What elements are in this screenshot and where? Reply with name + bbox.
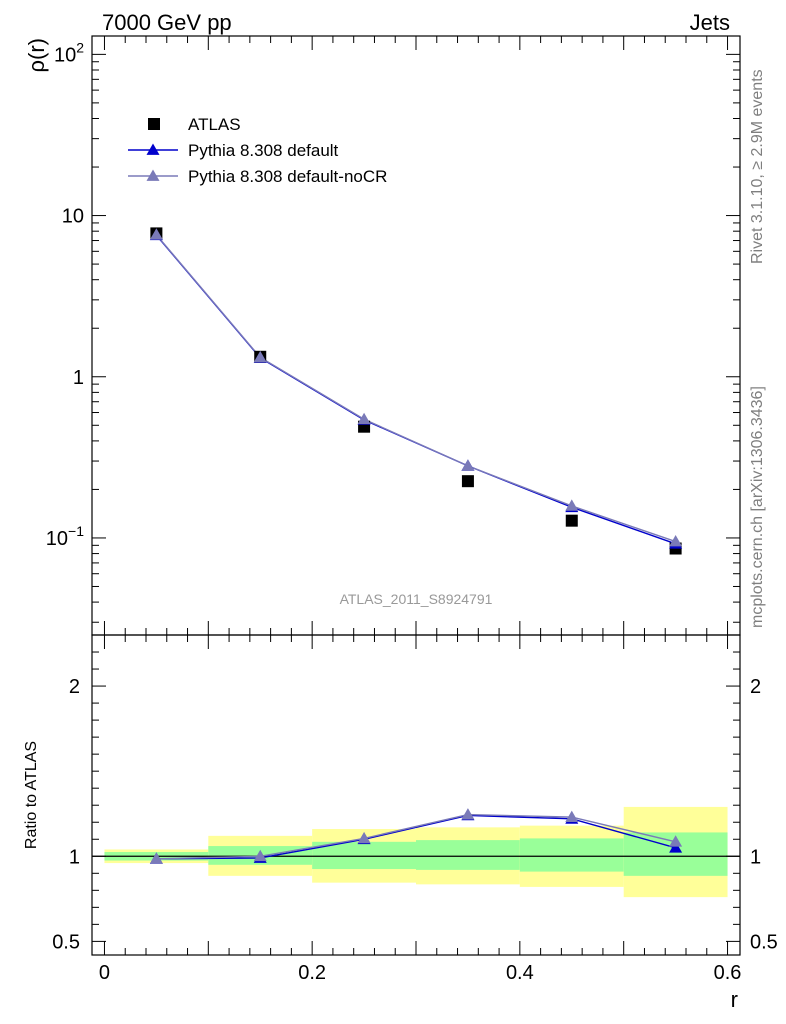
ratio-series-line-0 <box>156 814 676 860</box>
ratio-series-1-point <box>461 808 475 820</box>
ratio-series-1-point <box>149 852 163 864</box>
main-panel-series <box>149 227 683 555</box>
ratio-series-1-point <box>669 835 683 847</box>
ratio-band-inner-2 <box>312 841 416 870</box>
axes: 0 0.2 0.4 0.6 10−1 1 10 102 0.5 0.5 1 1 2 2 <box>46 35 778 984</box>
main-series-line-2 <box>155 234 676 543</box>
main-y-tick-label: 102 <box>54 39 84 66</box>
ratio-y-tick-label-left: 1 <box>69 846 80 868</box>
main-y-tick-label: 10−1 <box>46 523 84 550</box>
ratio-panel-frame <box>91 634 741 956</box>
main-series-2-point <box>357 412 371 425</box>
main-series-2-point <box>253 350 267 363</box>
main-series-line-1 <box>155 234 676 545</box>
mcplots-source-label: mcplots.cern.ch [arXiv:1306.3436] <box>749 386 766 628</box>
rivet-version-label: Rivet 3.1.10, ≥ 2.9M events <box>749 69 766 264</box>
legend-entry-label: ATLAS <box>188 115 241 134</box>
ratio-series-1-point <box>253 849 267 862</box>
process-label: Jets <box>690 10 730 35</box>
ratio-series-0-point <box>669 841 683 853</box>
main-series-2-point <box>461 459 475 471</box>
ratio-y-tick-label-left: 2 <box>69 676 80 698</box>
ratio-series-1-point <box>357 831 371 844</box>
x-tick-label: 0.4 <box>506 962 534 984</box>
x-axis-label: r <box>731 987 738 1012</box>
energy-label: 7000 GeV pp <box>102 10 232 35</box>
ratio-band-inner-4 <box>519 838 624 872</box>
ratio-panel-series <box>149 808 683 864</box>
legend-entry-label: Pythia 8.308 default-noCR <box>188 167 387 186</box>
ratio-y-tick-label-left: 0.5 <box>52 931 80 953</box>
legend-entry-label: Pythia 8.308 default <box>188 141 339 160</box>
ratio-series-line-1 <box>156 813 676 860</box>
ratio-y-axis-label: Ratio to ATLAS <box>23 741 40 849</box>
legend: ATLAS Pythia 8.308 default Pythia 8.308 de… <box>128 115 387 186</box>
x-tick-label: 0 <box>99 962 110 984</box>
main-y-tick-label: 10 <box>62 206 84 228</box>
main-series-2-point <box>669 535 683 547</box>
legend-marker-2 <box>146 169 160 181</box>
x-tick-label: 0.2 <box>298 962 326 984</box>
analysis-id-label: ATLAS_2011_S8924791 <box>340 591 493 607</box>
main-y-tick-label: 1 <box>73 367 84 389</box>
ratio-series-1-point <box>565 810 579 823</box>
main-series-2-point <box>149 228 163 240</box>
ratio-y-tick-label-right: 1 <box>750 846 761 868</box>
x-tick-label: 0.6 <box>714 962 742 984</box>
ratio-y-tick-label-right: 0.5 <box>750 931 778 953</box>
legend-atlas-marker <box>148 118 160 130</box>
legend-marker-1 <box>146 143 160 155</box>
main-y-axis-label: ρ(r) <box>24 38 49 73</box>
ratio-uncertainty-bands <box>92 806 740 898</box>
ratio-y-tick-label-right: 2 <box>750 676 761 698</box>
main-series-2-point <box>565 499 579 511</box>
atlas-data-point <box>461 475 474 488</box>
ratio-band-inner-3 <box>416 840 520 870</box>
atlas-data-point <box>565 514 578 527</box>
